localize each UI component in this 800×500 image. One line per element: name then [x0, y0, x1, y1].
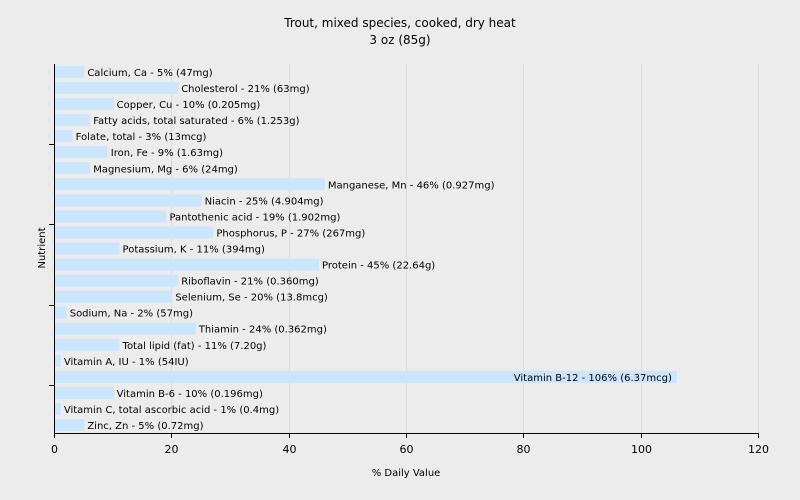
- bar: [55, 370, 677, 383]
- bar-label: Total lipid (fat) - 11% (7.20g): [122, 341, 267, 352]
- bar-label: Folate, total - 3% (13mcg): [76, 132, 207, 143]
- bar-label: Copper, Cu - 10% (0.205mg): [117, 100, 261, 111]
- bar: [55, 130, 73, 143]
- bar-label: Riboflavin - 21% (0.360mg): [181, 277, 319, 288]
- bar: [55, 242, 120, 255]
- chart-title: Trout, mixed species, cooked, dry heat: [283, 16, 516, 30]
- x-tick-label: 0: [51, 443, 58, 456]
- bar-label: Vitamin B-12 - 106% (6.37mcg): [514, 373, 672, 384]
- bars-group: Calcium, Ca - 5% (47mg) Cholesterol - 21%…: [55, 66, 677, 432]
- bar: [55, 306, 67, 319]
- bar-label: Selenium, Se - 20% (13.8mcg): [175, 293, 328, 304]
- bar-label: Vitamin A, IU - 1% (54IU): [64, 357, 189, 368]
- x-tick-label: 80: [517, 443, 531, 456]
- bar: [55, 210, 167, 223]
- bar-label: Zinc, Zn - 5% (0.72mg): [87, 421, 203, 432]
- bar: [55, 162, 91, 175]
- bar: [55, 82, 179, 95]
- bar: [55, 98, 114, 111]
- x-tick-label: 120: [748, 443, 769, 456]
- x-tick-label: 40: [283, 443, 297, 456]
- bar: [55, 290, 173, 303]
- bar-label: Thiamin - 24% (0.362mg): [198, 325, 327, 336]
- bar-label: Sodium, Na - 2% (57mg): [70, 309, 193, 320]
- bar-label: Vitamin B-6 - 10% (0.196mg): [117, 389, 263, 400]
- bar: [55, 274, 179, 287]
- bar-label: Fatty acids, total saturated - 6% (1.253…: [93, 116, 299, 127]
- bar-label: Magnesium, Mg - 6% (24mg): [93, 164, 238, 175]
- bar: [55, 66, 85, 79]
- bar: [55, 146, 108, 159]
- bar-label: Phosphorus, P - 27% (267mg): [216, 228, 365, 239]
- bar: [55, 194, 202, 207]
- bar-label: Niacin - 25% (4.904mg): [205, 196, 324, 207]
- bar: [55, 402, 61, 415]
- bar-label: Protein - 45% (22.64g): [322, 261, 435, 272]
- chart-subtitle: 3 oz (85g): [369, 33, 430, 47]
- bar-label: Calcium, Ca - 5% (47mg): [87, 68, 212, 79]
- bar-label: Iron, Fe - 9% (1.63mg): [111, 148, 223, 159]
- bar: [55, 418, 85, 431]
- bar-label: Potassium, K - 11% (394mg): [123, 245, 265, 256]
- y-axis-label: Nutrient: [37, 227, 48, 268]
- axes-group: 0 20 40 60 80 100 120: [49, 64, 769, 456]
- bar-label: Cholesterol - 21% (63mg): [181, 84, 310, 95]
- bar: [55, 338, 120, 351]
- bar-label: Vitamin C, total ascorbic acid - 1% (0.4…: [64, 405, 279, 416]
- bar-label: Pantothenic acid - 19% (1.902mg): [169, 212, 340, 223]
- bar: [55, 322, 196, 335]
- bar: [55, 178, 325, 191]
- x-tick-label: 100: [631, 443, 652, 456]
- x-axis-label: % Daily Value: [372, 468, 441, 479]
- bar: [55, 258, 319, 271]
- x-tick-label: 60: [400, 443, 414, 456]
- bar: [55, 386, 114, 399]
- bar: [55, 226, 214, 239]
- bar-label: Manganese, Mn - 46% (0.927mg): [328, 180, 495, 191]
- x-tick-label: 20: [165, 443, 179, 456]
- bar: [55, 114, 91, 127]
- bar: [55, 354, 61, 367]
